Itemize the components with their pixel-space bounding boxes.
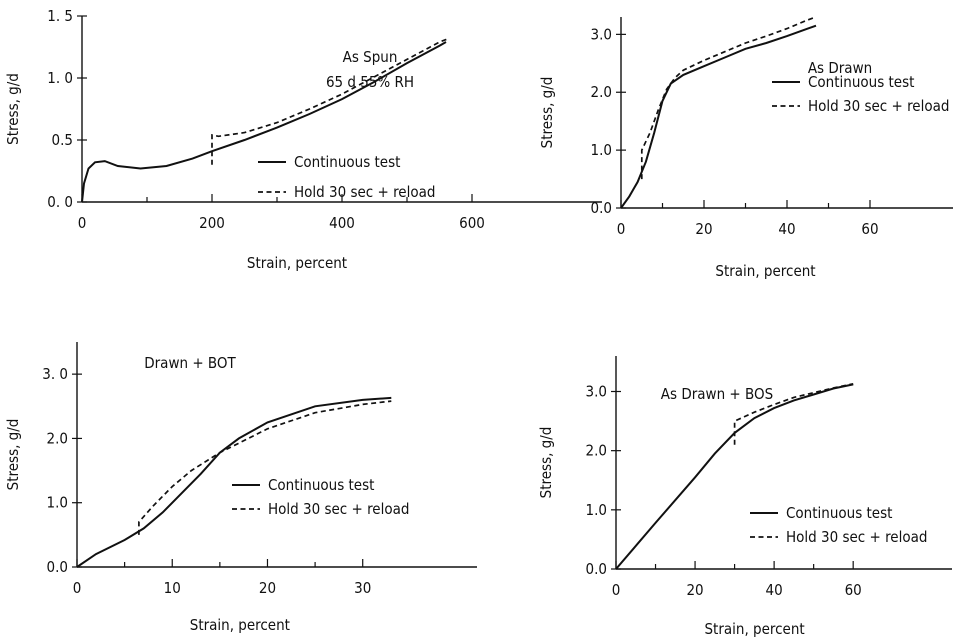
legend-label: Continuous test bbox=[808, 73, 914, 91]
x-tick-label: 40 bbox=[766, 581, 783, 599]
y-tick-label: 0.0 bbox=[47, 558, 68, 576]
y-tick-label: 0.5 bbox=[52, 131, 73, 149]
chart-panel-1: 0. 0 0.5 1. 0 1. 5 0 200 400 600 Strain, percent… bbox=[4, 7, 602, 272]
y-tick-label: 3.0 bbox=[586, 383, 607, 401]
x-tick-label: 10 bbox=[164, 579, 181, 597]
x-tick-label: 0 bbox=[612, 581, 621, 599]
x-tick-label: 40 bbox=[778, 220, 795, 238]
y-tick-label: 2.0 bbox=[47, 429, 68, 447]
legend-label: Hold 30 sec + reload bbox=[786, 528, 927, 546]
x-tick-label: 600 bbox=[459, 214, 485, 232]
y-tick-label: 0. 0 bbox=[47, 193, 73, 211]
x-tick-label: 0 bbox=[617, 220, 626, 238]
chart-annotation: As Drawn bbox=[808, 59, 872, 77]
y-tick-label: 1.0 bbox=[591, 141, 612, 159]
y-tick-label: 1. 0 bbox=[47, 69, 73, 87]
series-line-hold-reload bbox=[733, 382, 854, 445]
y-axis-title: Stress, g/d bbox=[537, 427, 555, 499]
chart-panel-3: 0.0 1.0 2.0 3. 0 0 10 20 30 Strain, percent Stres… bbox=[4, 342, 477, 634]
chart-annotation: 65 d 55% RH bbox=[326, 73, 414, 91]
x-tick-label: 60 bbox=[845, 581, 862, 599]
series-line-continuous bbox=[76, 396, 392, 568]
chart-panel-2: 0.0 1.0 2.0 3.0 0 20 40 60 Strain, percent Stress… bbox=[538, 16, 953, 280]
x-tick-label: 30 bbox=[354, 579, 371, 597]
series-line-hold-reload bbox=[640, 16, 817, 180]
series-line-continuous bbox=[620, 24, 817, 209]
y-tick-label: 2.0 bbox=[586, 442, 607, 460]
y-tick-label: 0.0 bbox=[586, 560, 607, 578]
legend-label: Hold 30 sec + reload bbox=[808, 97, 949, 115]
x-tick-label: 400 bbox=[329, 214, 355, 232]
chart-annotation: As Spun bbox=[343, 48, 398, 66]
series-line-continuous bbox=[615, 383, 854, 570]
series-line-hold-reload bbox=[211, 37, 450, 165]
legend-label: Hold 30 sec + reload bbox=[268, 500, 409, 518]
y-tick-label: 3.0 bbox=[591, 25, 612, 43]
y-tick-label: 1. 5 bbox=[47, 7, 73, 25]
legend-label: Continuous test bbox=[294, 153, 400, 171]
x-tick-label: 20 bbox=[259, 579, 276, 597]
legend-label: Hold 30 sec + reload bbox=[294, 183, 435, 201]
y-tick-label: 3. 0 bbox=[42, 365, 68, 383]
y-axis-title: Stress, g/d bbox=[538, 77, 556, 149]
x-axis-title: Strain, percent bbox=[190, 616, 290, 634]
x-tick-label: 20 bbox=[686, 581, 703, 599]
series-line-continuous bbox=[81, 41, 447, 203]
y-tick-label: 2.0 bbox=[591, 83, 612, 101]
x-axis-title: Strain, percent bbox=[704, 620, 804, 638]
y-tick-label: 0.0 bbox=[591, 199, 612, 217]
y-tick-label: 1.0 bbox=[586, 501, 607, 519]
x-tick-label: 0 bbox=[73, 579, 82, 597]
x-tick-label: 200 bbox=[199, 214, 225, 232]
y-axis-title: Stress, g/d bbox=[4, 73, 22, 145]
x-tick-label: 0 bbox=[78, 214, 87, 232]
x-axis-title: Strain, percent bbox=[715, 262, 815, 280]
x-axis-title: Strain, percent bbox=[247, 254, 347, 272]
x-tick-label: 20 bbox=[695, 220, 712, 238]
series-line-hold-reload bbox=[138, 400, 392, 535]
y-axis-title: Stress, g/d bbox=[4, 419, 22, 491]
y-tick-label: 1.0 bbox=[47, 494, 68, 512]
legend-label: Continuous test bbox=[268, 476, 374, 494]
chart-annotation: Drawn + BOT bbox=[144, 354, 236, 372]
x-tick-label: 60 bbox=[861, 220, 878, 238]
chart-panel-4: 0.0 1.0 2.0 3.0 0 20 40 60 Strain, percent Stress… bbox=[537, 356, 952, 638]
legend-label: Continuous test bbox=[786, 504, 892, 522]
chart-annotation: As Drawn + BOS bbox=[661, 385, 773, 403]
